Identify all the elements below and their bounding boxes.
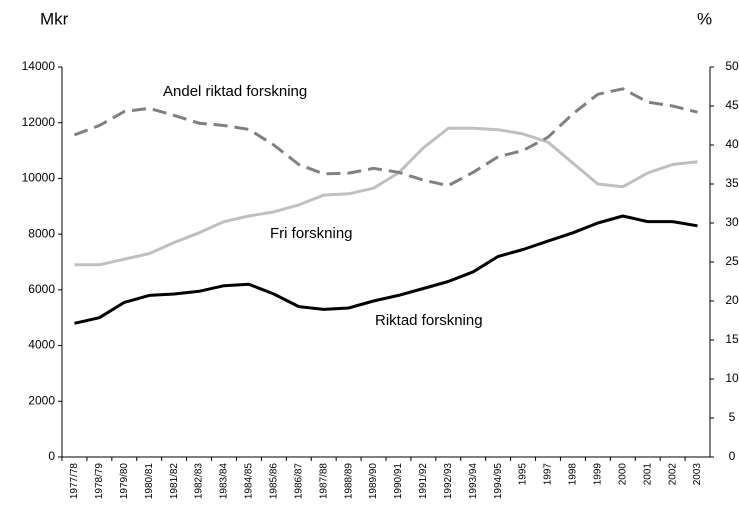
y2-tick-label: 25	[725, 254, 739, 268]
series-label: Andel riktad forskning	[163, 83, 307, 100]
y2-tick-label: 30	[725, 215, 739, 229]
y2-tick-label: 50	[725, 59, 739, 73]
x-tick-label: 1982/83	[194, 463, 205, 500]
y-tick-label: 4000	[28, 338, 55, 352]
y2-axis-label: %	[697, 9, 712, 28]
series-label: Riktad forskning	[375, 312, 483, 329]
y-tick-label: 0	[48, 449, 55, 463]
x-tick-label: 1994/95	[493, 463, 504, 500]
x-tick-label: 1981/82	[169, 463, 180, 500]
x-tick-label: 1999	[592, 463, 603, 486]
x-tick-label: 2002	[667, 463, 678, 486]
x-tick-label: 2000	[617, 463, 628, 486]
x-tick-label: 1979/80	[119, 463, 130, 500]
x-tick-label: 1986/87	[293, 463, 304, 500]
x-tick-label: 1990/91	[393, 463, 404, 500]
x-tick-label: 2001	[642, 463, 653, 486]
x-tick-label: 1985/86	[268, 463, 279, 500]
series-line	[74, 214, 698, 325]
y-tick-label: 14000	[22, 59, 56, 73]
x-tick-label: 1978/79	[94, 463, 105, 500]
x-tick-label: 1988/89	[343, 463, 354, 500]
y2-tick-label: 15	[725, 332, 739, 346]
y2-tick-label: 5	[729, 410, 736, 424]
series-line	[73, 87, 698, 188]
x-tick-label: 2003	[692, 463, 703, 486]
y2-tick-label: 40	[725, 137, 739, 151]
y2-tick-label: 35	[725, 176, 739, 190]
y2-tick-label: 0	[729, 449, 736, 463]
x-tick-label: 1977/78	[69, 463, 80, 500]
y-tick-label: 6000	[28, 282, 55, 296]
y-axis-label: Mkr	[40, 9, 69, 28]
x-tick-label: 1984/85	[244, 463, 255, 500]
x-tick-label: 1991/92	[418, 463, 429, 500]
y-tick-label: 12000	[22, 115, 56, 129]
x-tick-label: 1989/90	[368, 463, 379, 500]
series-label: Fri forskning	[270, 225, 353, 242]
y-tick-label: 8000	[28, 226, 55, 240]
x-tick-label: 1987/88	[318, 463, 329, 500]
y2-tick-label: 10	[725, 371, 739, 385]
y2-tick-label: 20	[725, 293, 739, 307]
y2-tick-label: 45	[725, 98, 739, 112]
series-line	[74, 126, 698, 267]
x-tick-label: 1983/84	[219, 463, 230, 500]
x-tick-label: 1995	[518, 463, 529, 486]
y-tick-label: 10000	[22, 171, 56, 185]
y-tick-label: 2000	[28, 393, 55, 407]
x-tick-label: 1998	[568, 463, 579, 486]
x-tick-label: 1992/93	[443, 463, 454, 500]
x-tick-label: 1993/94	[468, 463, 479, 500]
x-tick-label: 1980/81	[144, 463, 155, 500]
x-tick-label: 1997	[543, 463, 554, 486]
